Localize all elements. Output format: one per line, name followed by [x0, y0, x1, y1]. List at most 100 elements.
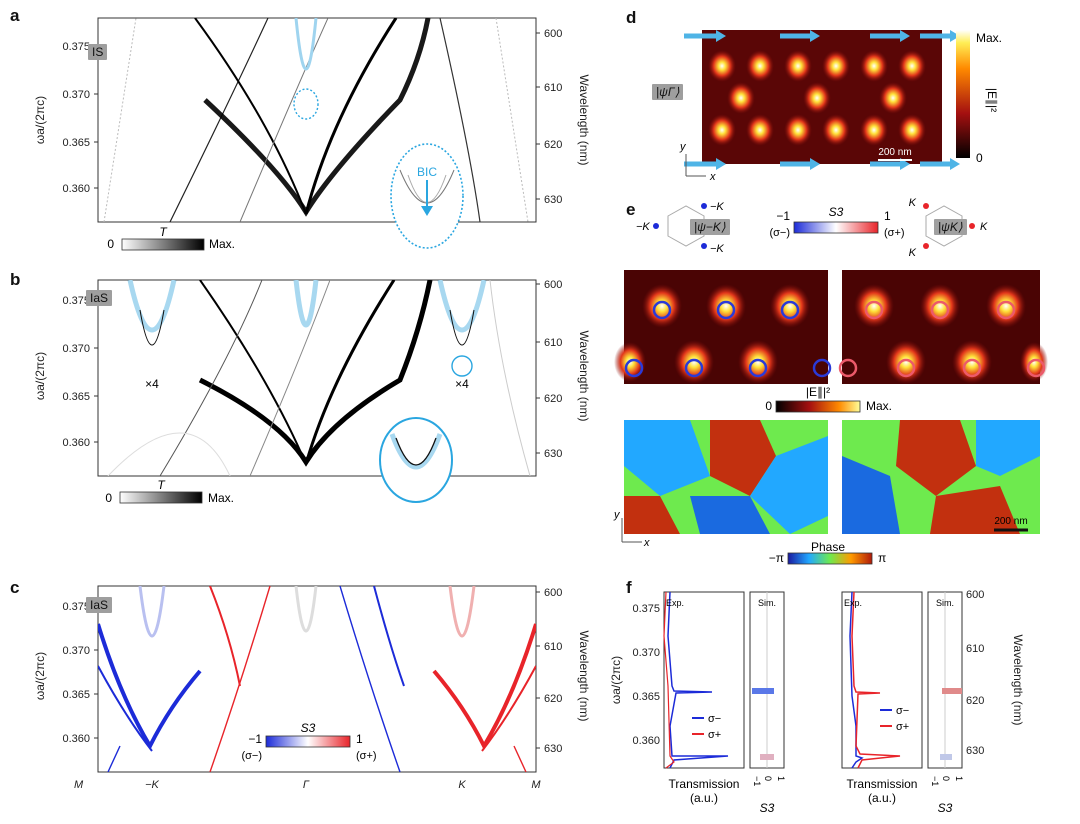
- cbar-a-min: 0: [107, 237, 114, 251]
- ytick-r-f-4: 630: [966, 745, 984, 757]
- phase-map-minus-k: [624, 420, 828, 534]
- ytick-r-a-1: 600: [544, 28, 562, 40]
- hotspots-d: [708, 50, 926, 146]
- panel-letter-b: b: [10, 270, 21, 289]
- k-point-1: [701, 203, 707, 209]
- ytick-r-a-2: 610: [544, 82, 562, 94]
- ytick-r-c-2: 610: [544, 641, 562, 653]
- s3-tick-r-1: −1: [930, 776, 940, 786]
- panel-letter-f: f: [626, 578, 632, 597]
- cbar-a: [121, 238, 205, 251]
- k-label-r-1: K: [909, 197, 917, 209]
- band-a-7: [239, 18, 329, 222]
- arrows-d: [684, 33, 950, 167]
- ytick-c-1: 0.375: [62, 601, 90, 613]
- s3-label-f-right: S3: [938, 801, 953, 815]
- band-c-1: [98, 623, 202, 751]
- band-c-10: [481, 665, 536, 752]
- ylabel-left-a: ωa/(2πc): [33, 96, 47, 144]
- inten-bar-max: Max.: [866, 399, 892, 413]
- ylabel-left-f: ωa/(2πc): [609, 656, 623, 704]
- ytick-f-4: 0.360: [632, 735, 660, 747]
- xtick-c-5: M: [531, 779, 541, 791]
- bands-a: [103, 18, 529, 222]
- ytick-f-1: 0.375: [632, 603, 660, 615]
- hexagon-minus-k: [667, 205, 705, 247]
- yticks-right-c: 600 610 620 630: [536, 587, 562, 755]
- panel-f-chart: Exp. (−K) Sim. Exp. (K) Sim. σ− σ+ σ− σ+…: [609, 589, 1025, 815]
- ylabel-left-b: ωa/(2πc): [33, 352, 47, 400]
- yticks-left-c: 0.375 0.370 0.365 0.360: [62, 601, 98, 745]
- band-c-9: [432, 623, 536, 751]
- phase-bar-max: π: [878, 551, 886, 565]
- xticks-c: M −K Γ K M: [74, 779, 541, 791]
- ytick-f-2: 0.370: [632, 647, 660, 659]
- k-point-4: [923, 203, 929, 209]
- yticks-right-a: 600 610 620 630: [536, 28, 562, 206]
- band-b-5: [198, 280, 433, 467]
- panel-letter-d: d: [626, 8, 637, 27]
- yticks-left-a: 0.375 0.370 0.365 0.360: [62, 41, 98, 195]
- k-label-l-1: −K: [710, 201, 724, 213]
- legend-l-2: σ+: [708, 729, 721, 741]
- zoom-band-b-2: [395, 437, 437, 466]
- s3e-min-sub: (σ−): [769, 227, 790, 239]
- band-b-1: [127, 280, 177, 333]
- s3-tick-l-2: 0: [763, 776, 773, 781]
- ytick-r-c-4: 630: [544, 743, 562, 755]
- ytick-c-2: 0.370: [62, 645, 90, 657]
- ylabel-right-a: Wavelength (nm): [577, 75, 591, 166]
- zoom-circle-b: [379, 417, 453, 503]
- ytick-f-3: 0.365: [632, 691, 660, 703]
- yticks-left-f: 0.375 0.370 0.365 0.360: [632, 603, 660, 747]
- cbar-b: [119, 491, 203, 504]
- legend-l-1: σ−: [708, 713, 721, 725]
- band-c-4: [209, 586, 241, 687]
- band-a-8: [439, 18, 481, 222]
- f-right-exp: Exp.: [844, 598, 862, 608]
- panel-e-chart: −K −K −K −1 (σ−) S3 1 (σ+) K K K 0 |E∥|²…: [613, 197, 1048, 565]
- ytick-r-b-2: 610: [544, 337, 562, 349]
- band-b-12: [489, 280, 531, 476]
- phase-bar-label: Phase: [811, 540, 845, 554]
- yticks-right-f: 600 610 620 630: [966, 589, 984, 757]
- ylabel-right-c: Wavelength (nm): [577, 631, 591, 722]
- intensity-bar-e: [775, 400, 861, 413]
- ytick-r-a-3: 620: [544, 139, 562, 151]
- band-c-8: [294, 586, 318, 633]
- k-point-3: [653, 223, 659, 229]
- circ-minus-k: [624, 300, 832, 378]
- f-left-exp: Exp.: [666, 598, 684, 608]
- band-c-5: [209, 586, 271, 772]
- band-c-12: [107, 745, 121, 772]
- ylabel-right-b: Wavelength (nm): [577, 331, 591, 422]
- cbar-c-max: 1: [356, 732, 363, 746]
- cbar-c: [265, 735, 351, 748]
- xtick-c-4: K: [458, 779, 466, 791]
- ytick-b-3: 0.365: [62, 391, 90, 403]
- band-a-6: [304, 18, 398, 215]
- arrowheads-d: [716, 30, 960, 170]
- sim-left-mark-2: [760, 754, 774, 760]
- s3e-label: S3: [829, 205, 844, 219]
- ylabel-right-f: Wavelength (nm): [1011, 635, 1025, 726]
- bic-label: BIC: [417, 165, 437, 179]
- phase-bar-min: −π: [769, 551, 784, 565]
- f-left-exp-frame: [663, 591, 745, 769]
- bands-b: [107, 280, 531, 476]
- band-a-4: [203, 18, 431, 217]
- state-label-d: |ψΓ⟩: [652, 84, 684, 100]
- x4-left: ×4: [145, 377, 159, 391]
- legend-r-1: σ−: [896, 705, 909, 717]
- k-label-l-3: −K: [710, 243, 724, 255]
- bic-small-circle: [293, 88, 319, 120]
- tag-a: IS: [88, 44, 108, 60]
- panel-letter-e: e: [626, 200, 636, 219]
- state-label-k: |ψK⟩: [934, 219, 967, 235]
- ytick-r-b-4: 630: [544, 448, 562, 460]
- trace-left-sigma-minus: [667, 591, 729, 769]
- k-label-l-2: −K: [636, 221, 650, 233]
- intensity-hotspots: [614, 284, 1048, 384]
- ytick-b-4: 0.360: [62, 437, 90, 449]
- yticks-left-b: 0.375 0.370 0.365 0.360: [62, 295, 98, 449]
